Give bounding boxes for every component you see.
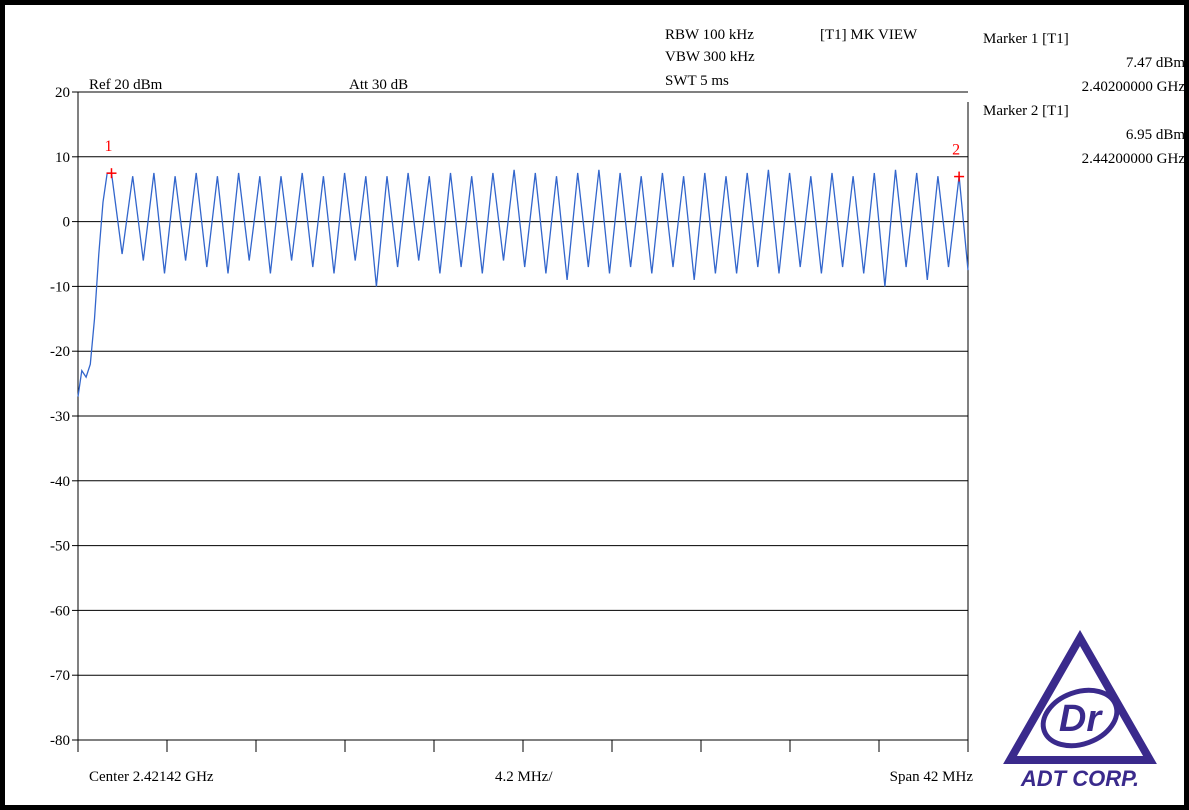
adt-logo: Dr ADT CORP. <box>1003 630 1157 791</box>
marker-1-label: 1 <box>104 138 112 155</box>
marker-2-freq: 2.44200000 GHz <box>1081 151 1185 167</box>
mode-label: [T1] MK VIEW <box>820 27 918 43</box>
marker-2-title: Marker 2 [T1] <box>983 103 1069 119</box>
rbw-label: RBW 100 kHz <box>665 27 754 43</box>
attenuation-label: Att 30 dB <box>349 77 409 93</box>
y-tick-label-4: -20 <box>50 344 70 360</box>
marker-1-title: Marker 1 [T1] <box>983 31 1069 47</box>
y-tick-label-6: -40 <box>50 474 70 490</box>
marker-1-level: 7.47 dBm <box>1125 55 1185 71</box>
div-label: 4.2 MHz/ <box>495 769 553 785</box>
y-tick-label-5: -30 <box>50 409 70 425</box>
vbw-label: VBW 300 kHz <box>665 49 755 65</box>
logo-mark: Dr <box>1059 698 1103 740</box>
marker-2-level: 6.95 dBm <box>1125 127 1185 143</box>
y-tick-label-1: 10 <box>55 150 70 166</box>
y-tick-label-9: -70 <box>50 668 70 684</box>
y-tick-label-10: -80 <box>50 733 70 749</box>
logo-ring-icon <box>1040 687 1120 749</box>
y-tick-label-7: -50 <box>50 539 70 555</box>
logo-text: ADT CORP. <box>1020 766 1139 791</box>
marker-1-freq: 2.40200000 GHz <box>1081 79 1185 95</box>
trace-line <box>77 169 969 397</box>
center-freq-label: Center 2.42142 GHz <box>89 769 214 785</box>
y-tick-label-8: -60 <box>50 603 70 619</box>
span-label: Span 42 MHz <box>889 769 973 785</box>
swt-label: SWT 5 ms <box>665 73 729 89</box>
ref-level-label: Ref 20 dBm <box>89 77 163 93</box>
y-tick-label-0: 20 <box>55 85 70 101</box>
y-tick-label-2: 0 <box>63 215 71 231</box>
marker-2-label: 2 <box>952 142 960 159</box>
y-tick-label-3: -10 <box>50 279 70 295</box>
